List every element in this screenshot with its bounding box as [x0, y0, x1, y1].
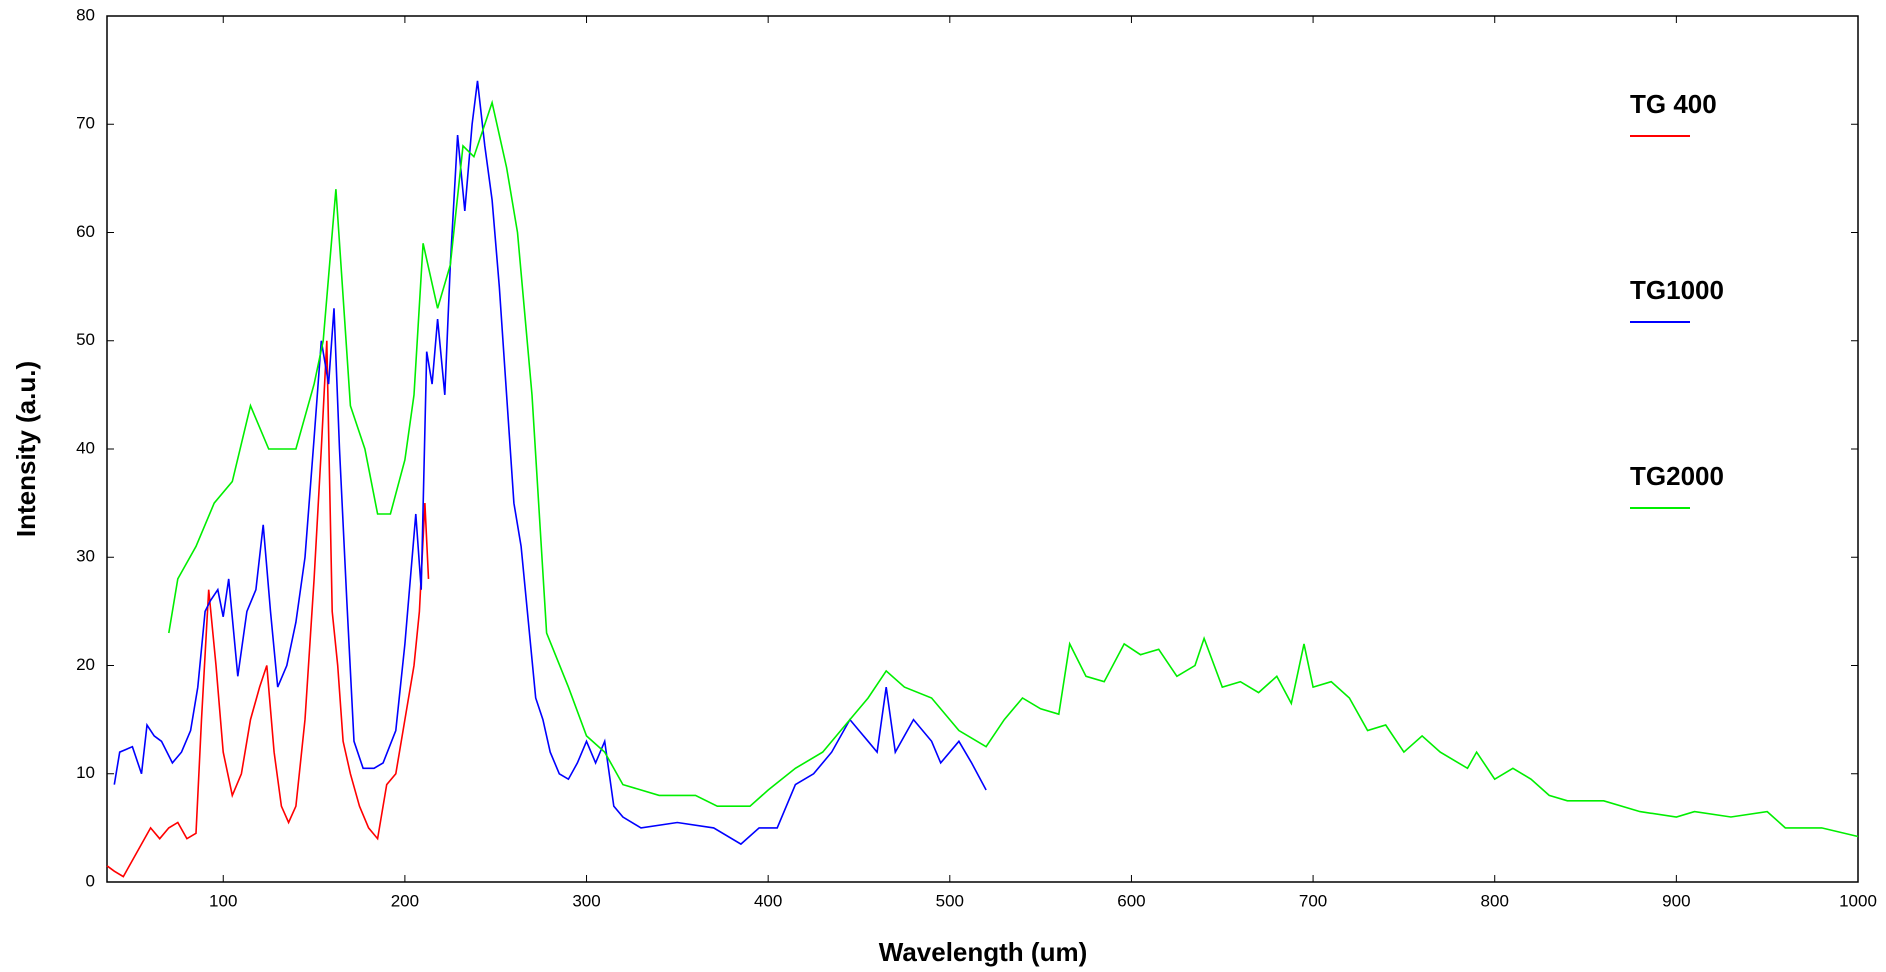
y-tick-label: 40	[76, 438, 95, 457]
x-tick-label: 900	[1662, 891, 1690, 910]
y-tick-label: 50	[76, 330, 95, 349]
y-tick-label: 20	[76, 655, 95, 674]
x-tick-label: 400	[754, 891, 782, 910]
y-tick-label: 30	[76, 547, 95, 566]
y-tick-label: 80	[76, 5, 95, 24]
x-tick-label: 700	[1299, 891, 1327, 910]
plot-frame	[106, 15, 1859, 883]
data-line	[106, 340, 430, 878]
x-tick-label: 800	[1481, 891, 1509, 910]
legend-label: TG1000	[1630, 275, 1724, 305]
x-tick-label: 600	[1117, 891, 1145, 910]
y-tick-label: 10	[76, 763, 95, 782]
x-tick-label: 100	[209, 891, 237, 910]
y-tick-label: 0	[86, 871, 95, 890]
x-tick-label: 200	[391, 891, 419, 910]
data-line	[168, 99, 1859, 838]
legend-label: TG 400	[1630, 89, 1717, 119]
x-tick-label: 1000	[1839, 891, 1877, 910]
x-axis-title: Wavelength (um)	[879, 937, 1087, 967]
y-tick-label: 60	[76, 222, 95, 241]
x-tick-label: 500	[936, 891, 964, 910]
data-line	[113, 80, 987, 846]
y-axis-title: Intensity (a.u.)	[11, 361, 41, 537]
x-tick-label: 300	[572, 891, 600, 910]
y-tick-label: 70	[76, 114, 95, 133]
legend-label: TG2000	[1630, 461, 1724, 491]
